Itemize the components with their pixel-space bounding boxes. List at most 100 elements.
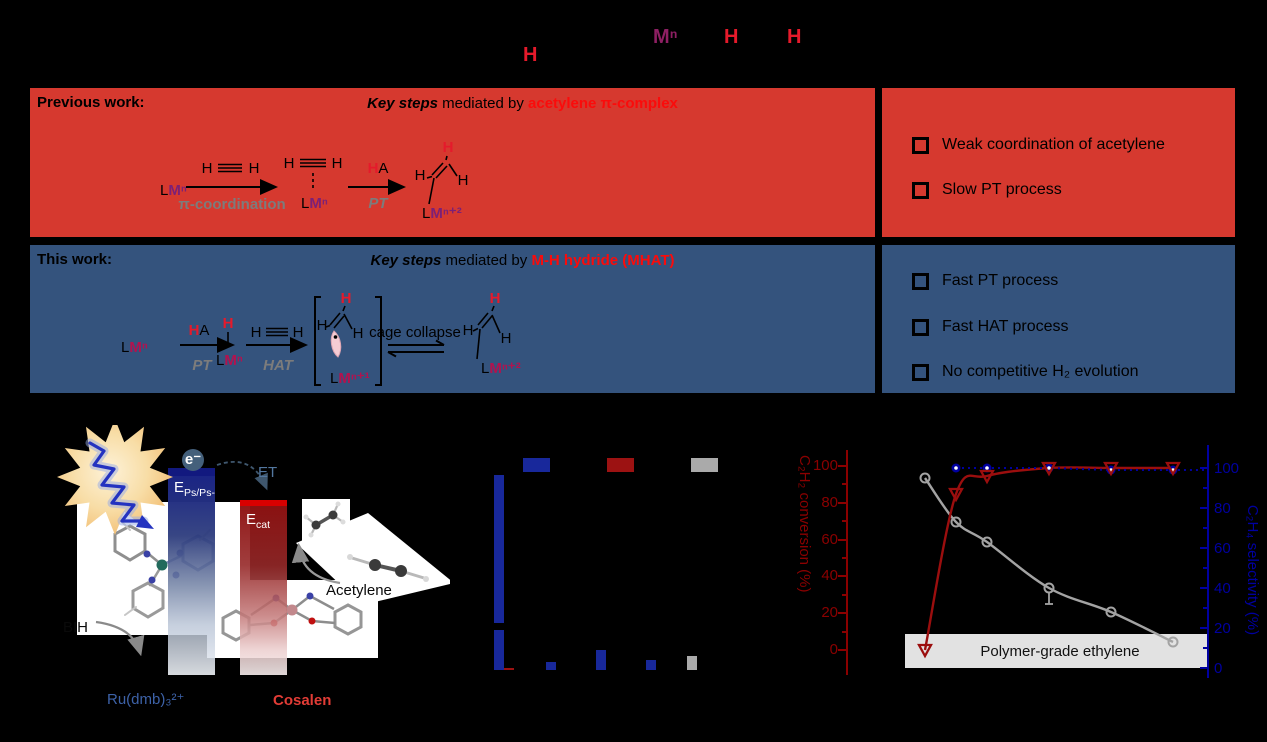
product-lmn2: LMⁿ⁺² [422,205,462,222]
step-pt: PT [192,357,213,374]
previous-work-panel: Previous work: Key steps mediated by ace… [30,88,875,237]
tick-label: 100 [812,457,838,474]
title-keysteps: Key steps [370,252,442,269]
left-bracket [314,296,321,386]
tick-label: 80 [821,493,838,511]
point-slow-pt: Slow PT process [912,181,1062,199]
point-no-h2: No competitive H₂ evolution [912,363,1139,381]
cage-collapse-label: cage collapse [369,324,461,341]
right-bracket [375,296,382,386]
gray-marker [950,516,962,528]
major-tick [838,538,846,541]
ecat-bar [240,506,287,675]
red-triangle-marker [948,487,964,503]
square-bullet-icon [912,363,929,381]
reactant-lmn: LMⁿ [160,182,187,199]
radical-lobe [330,330,342,358]
acetylene-h-left: H [202,160,213,177]
electron-label: e⁻ [185,451,201,468]
complex-h-right: H [332,155,343,172]
tick-label: 100 [1214,460,1239,477]
ru-label: Ru(dmb)₃²⁺ [107,691,184,708]
square-bullet-icon [912,136,929,154]
minor-tick [842,557,846,559]
legend-swatch [523,458,550,472]
tick-label: 40 [1214,580,1231,597]
tick-label: 20 [821,604,838,622]
previous-work-scheme: LMⁿ H H π-coordination H H LMⁿ HA PT H H… [160,139,469,222]
et-arrow [216,461,268,491]
bih-arrow [95,620,145,657]
product-h-left: H [415,167,426,184]
minor-tick [842,593,846,596]
line-chart-panel: Polymer-grade ethylene 0 20 40 60 80 100 C₂H₄ s… [860,425,1267,725]
ha-label: HA [189,322,210,339]
square-bullet-icon [912,181,929,199]
title-mid: mediated by [441,252,532,269]
red-triangle-marker [1103,461,1119,477]
previous-work-label: Previous work: [37,94,145,111]
minor-tick [842,483,846,486]
this-work-points-panel: Fast PT process Fast HAT process No comp… [882,245,1235,393]
point-weak-coordination: Weak coordination of acetylene [912,136,1165,154]
blue-marker-dot [954,466,958,470]
header-h-acetylene: H [523,44,538,66]
eps-label: EPs/Ps- [174,479,215,499]
product-h-left: H [463,322,474,339]
square-bullet-icon [912,272,929,290]
radical-dot [333,335,338,339]
title-accent: M-H hydride (MHAT) [531,252,675,269]
this-work-label: This work: [37,251,113,268]
bar [687,656,697,670]
gray-series-line [924,477,1174,644]
hydride-h: H [223,315,234,332]
bar-broken-bottom [494,630,504,670]
cosalen-label: Cosalen [273,692,331,709]
major-tick [838,575,846,578]
title-accent: acetylene π-complex [528,95,678,112]
bih-label: BIH [63,619,88,636]
point-label: No competitive H₂ evolution [942,363,1139,380]
equilibrium-arrows [387,339,445,358]
energy-diagram: e⁻ ET EPs/Ps- Ecat BIH Acetylene Ru(dmb)… [57,419,454,709]
square-bullet-icon [912,318,929,336]
major-tick [838,501,846,504]
gray-marker [1043,582,1055,594]
polymer-grade-band [905,634,1208,668]
point-label: Weak coordination of acetylene [942,136,1165,153]
electron-circle [182,449,204,471]
tick-label: 60 [1214,540,1231,557]
et-label: ET [258,464,277,481]
point-label: Fast PT process [942,272,1059,289]
this-work-title: Key steps mediated by M-H hydride (MHAT) [30,252,875,269]
point-fast-hat: Fast HAT process [912,318,1069,336]
previous-work-title: Key steps mediated by acetylene π-comple… [30,95,875,112]
acetylene-label: Acetylene [326,582,392,599]
energy-diagram-panel: e⁻ ET EPs/Ps- Ecat BIH Acetylene Ru(dmb)… [30,419,454,725]
step-pt: PT [368,195,389,212]
header-h-left: H [724,26,739,48]
red-triangle-marker [1041,461,1057,477]
acetylene-h-left: H [251,324,262,341]
ecat-bar-cap [240,500,287,506]
step-pi-coordination: π-coordination [178,196,285,213]
bar-broken-top [494,475,504,623]
this-work-scheme: LMⁿ HA PT H LMⁿ H H HAT H H H LMⁿ⁺¹ [121,290,521,387]
product-h-top: H [490,290,501,307]
bar [646,660,656,670]
gray-marker [919,472,931,484]
acetylene-h-right: H [249,160,260,177]
major-tick [838,649,846,651]
bar [504,668,514,670]
product-h-right: H [458,172,469,189]
product-lmn2: LMⁿ⁺² [481,360,521,377]
tick-label: 20 [1214,620,1231,637]
header-h-right: H [787,26,802,48]
red-triangle-marker [979,469,995,485]
red-triangle-marker [1165,461,1181,477]
gray-marker [981,536,993,548]
bar-chart-panel: C₂H₂ conversion (%) 0 20 40 60 80 100 [455,425,867,725]
tick-label: 60 [821,530,838,548]
point-label: Slow PT process [942,181,1062,198]
